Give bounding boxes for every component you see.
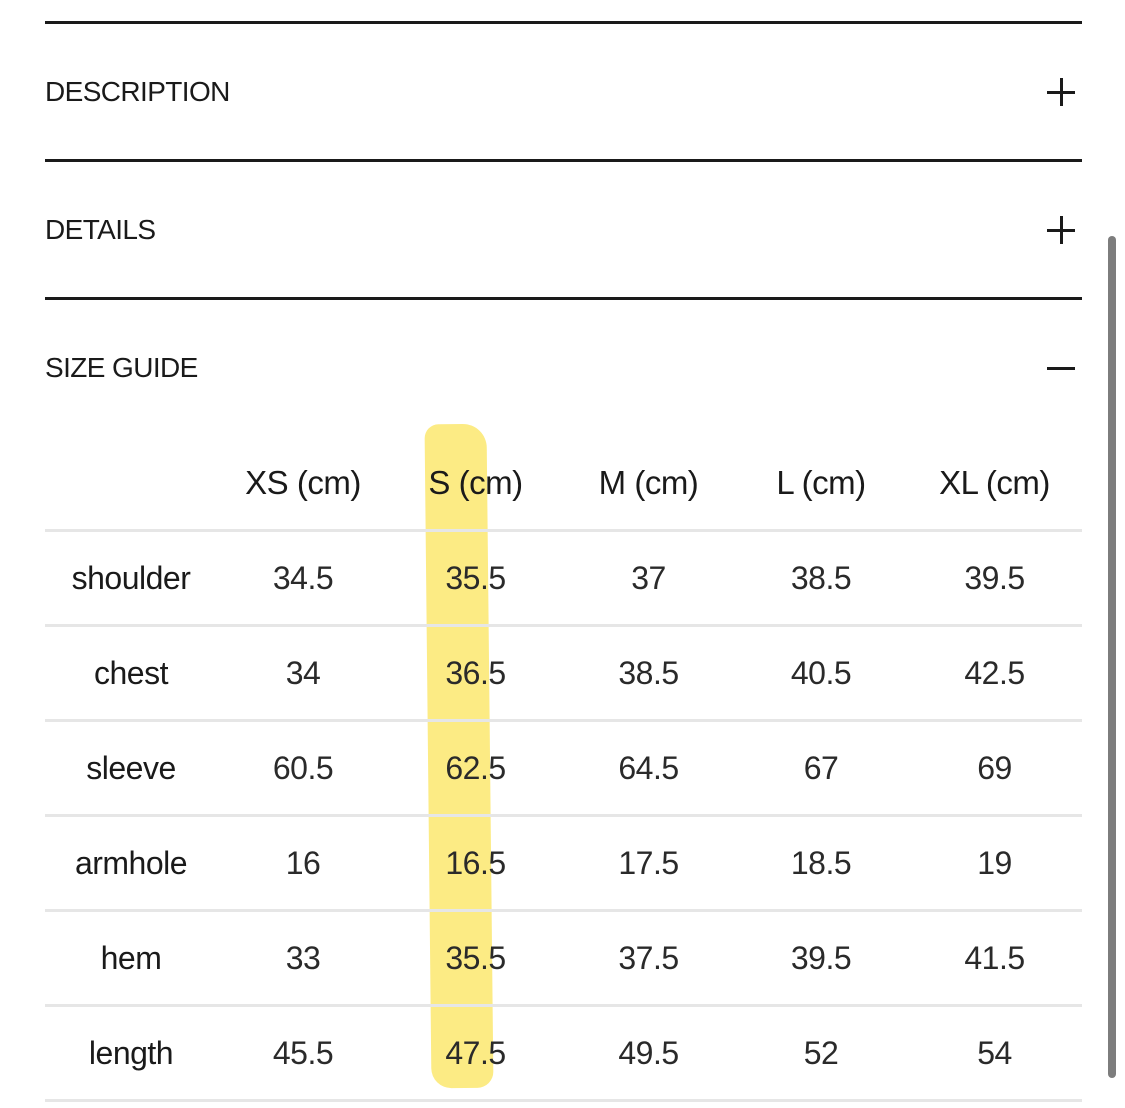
row-label-chest: chest [94, 654, 168, 691]
table-cell: 35.5 [445, 939, 506, 976]
table-cell: 33 [285, 939, 321, 976]
row-label-length: length [88, 1034, 174, 1071]
row-label-sleeve: sleeve [86, 749, 176, 786]
table-header-l: L (cm) [776, 463, 866, 501]
table-row: sleeve 60.5 62.5 64.5 67 69 [45, 722, 1082, 817]
divider-description-details [45, 159, 1082, 162]
table-cell: 18.5 [790, 844, 852, 881]
divider-details-sizeguide [45, 297, 1082, 300]
accordion-details-title: DETAILS [45, 214, 156, 245]
table-cell: 69 [977, 749, 1012, 786]
accordion-description-header[interactable]: DESCRIPTION [45, 62, 1082, 122]
vertical-scrollbar[interactable] [1108, 236, 1116, 1078]
row-label-armhole: armhole [74, 844, 188, 881]
table-cell: 47.5 [445, 1034, 506, 1071]
size-guide-table: XS (cm) S (cm) M (cm) L (cm) XL (cm) sho… [45, 436, 1082, 1102]
table-cell: 52 [803, 1034, 839, 1071]
table-row: length 45.5 47.5 49.5 52 54 [45, 1007, 1082, 1102]
table-cell: 41.5 [964, 939, 1025, 976]
minus-icon[interactable] [1043, 350, 1079, 386]
table-header-row: XS (cm) S (cm) M (cm) L (cm) XL (cm) [45, 436, 1082, 532]
table-cell: 60.5 [272, 749, 334, 786]
table-cell: 19 [977, 844, 1012, 881]
table-cell: 62.5 [445, 749, 506, 786]
accordion-description-title: DESCRIPTION [45, 76, 230, 107]
table-cell: 35.5 [445, 559, 506, 596]
table-cell: 39.5 [964, 559, 1025, 596]
accordion-size-guide-header[interactable]: SIZE GUIDE [45, 338, 1082, 398]
accordion-size-guide-title: SIZE GUIDE [45, 352, 198, 383]
plus-icon[interactable] [1043, 212, 1079, 248]
table-cell: 37 [631, 559, 666, 596]
table-cell: 38.5 [618, 654, 679, 691]
table-cell: 36.5 [445, 654, 506, 691]
table-header-xs: XS (cm) [245, 463, 361, 501]
table-cell: 37.5 [618, 939, 679, 976]
divider-top [45, 21, 1082, 24]
accordion-details-header[interactable]: DETAILS [45, 200, 1082, 260]
table-header-s: S (cm) [428, 463, 523, 501]
table-cell: 16.5 [445, 844, 506, 881]
table-cell: 54 [977, 1034, 1012, 1071]
table-cell: 45.5 [272, 1034, 334, 1071]
row-label-hem: hem [100, 939, 162, 976]
table-cell: 42.5 [964, 654, 1025, 691]
table-row: chest 34 36.5 38.5 40.5 42.5 [45, 627, 1082, 722]
table-cell: 39.5 [790, 939, 852, 976]
table-header-xl: XL (cm) [939, 463, 1050, 501]
table-row: hem 33 35.5 37.5 39.5 41.5 [45, 912, 1082, 1007]
row-label-shoulder: shoulder [71, 559, 191, 596]
table-cell: 64.5 [618, 749, 679, 786]
table-cell: 34.5 [272, 559, 334, 596]
table-cell: 34 [285, 654, 321, 691]
table-cell: 16 [285, 844, 321, 881]
table-header-m: M (cm) [598, 463, 699, 501]
table-cell: 38.5 [790, 559, 852, 596]
table-cell: 67 [803, 749, 839, 786]
table-cell: 17.5 [618, 844, 679, 881]
table-cell: 40.5 [790, 654, 852, 691]
table-cell: 49.5 [618, 1034, 679, 1071]
table-row: shoulder 34.5 35.5 37 38.5 39.5 [45, 532, 1082, 627]
plus-icon[interactable] [1043, 74, 1079, 110]
table-row: armhole 16 16.5 17.5 18.5 19 [45, 817, 1082, 912]
scrollbar-thumb[interactable] [1108, 236, 1116, 1078]
